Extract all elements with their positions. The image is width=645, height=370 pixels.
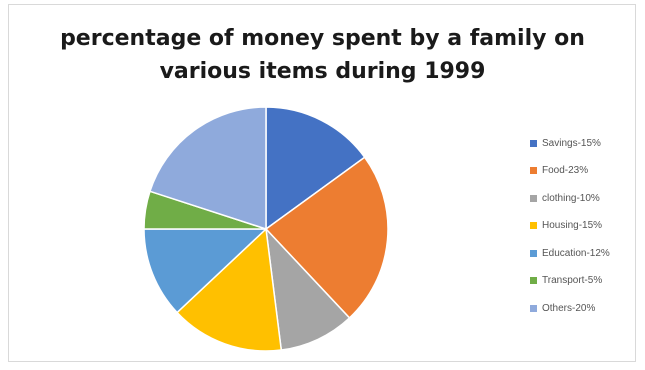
legend-swatch bbox=[530, 304, 537, 312]
legend-item-housing: Housing-15% bbox=[530, 219, 610, 233]
legend-swatch bbox=[530, 194, 537, 202]
legend-label: Others-20% bbox=[542, 302, 596, 314]
pie-slice-housing bbox=[176, 227, 283, 352]
legend-item-education: Education-12% bbox=[530, 246, 610, 260]
legend-item-transport: Transport-5% bbox=[530, 274, 610, 288]
pie-slice-others bbox=[149, 106, 267, 231]
legend-label: clothing-10% bbox=[542, 192, 600, 204]
pie-slice-education bbox=[143, 228, 268, 314]
legend-label: Housing-15% bbox=[542, 220, 603, 231]
pie-slice-food bbox=[264, 156, 389, 319]
legend-swatch bbox=[530, 222, 537, 229]
legend-label: Transport-5% bbox=[542, 275, 603, 286]
legend-item-food: Food-23% bbox=[530, 164, 610, 178]
chart-legend: Savings-15% Food-23% clothing-10% Housin… bbox=[530, 136, 610, 329]
legend-swatch bbox=[530, 277, 537, 284]
pie-slice-clothing bbox=[264, 226, 351, 351]
chart-title-line-1: percentage of money spent by a family on bbox=[60, 26, 585, 51]
chart-title-line-2: various items during 1999 bbox=[159, 59, 486, 84]
legend-swatch bbox=[530, 139, 537, 147]
legend-swatch bbox=[530, 167, 537, 174]
chart-title: percentage of money spent by a family on… bbox=[0, 22, 645, 88]
legend-label: Education-12% bbox=[542, 247, 610, 259]
legend-label: Savings-15% bbox=[542, 137, 601, 149]
pie-slice-savings bbox=[265, 106, 366, 231]
legend-item-savings: Savings-15% bbox=[530, 136, 610, 150]
legend-item-others: Others-20% bbox=[530, 301, 610, 315]
legend-item-clothing: clothing-10% bbox=[530, 191, 610, 205]
legend-swatch bbox=[530, 249, 537, 257]
legend-label: Food-23% bbox=[542, 165, 589, 176]
